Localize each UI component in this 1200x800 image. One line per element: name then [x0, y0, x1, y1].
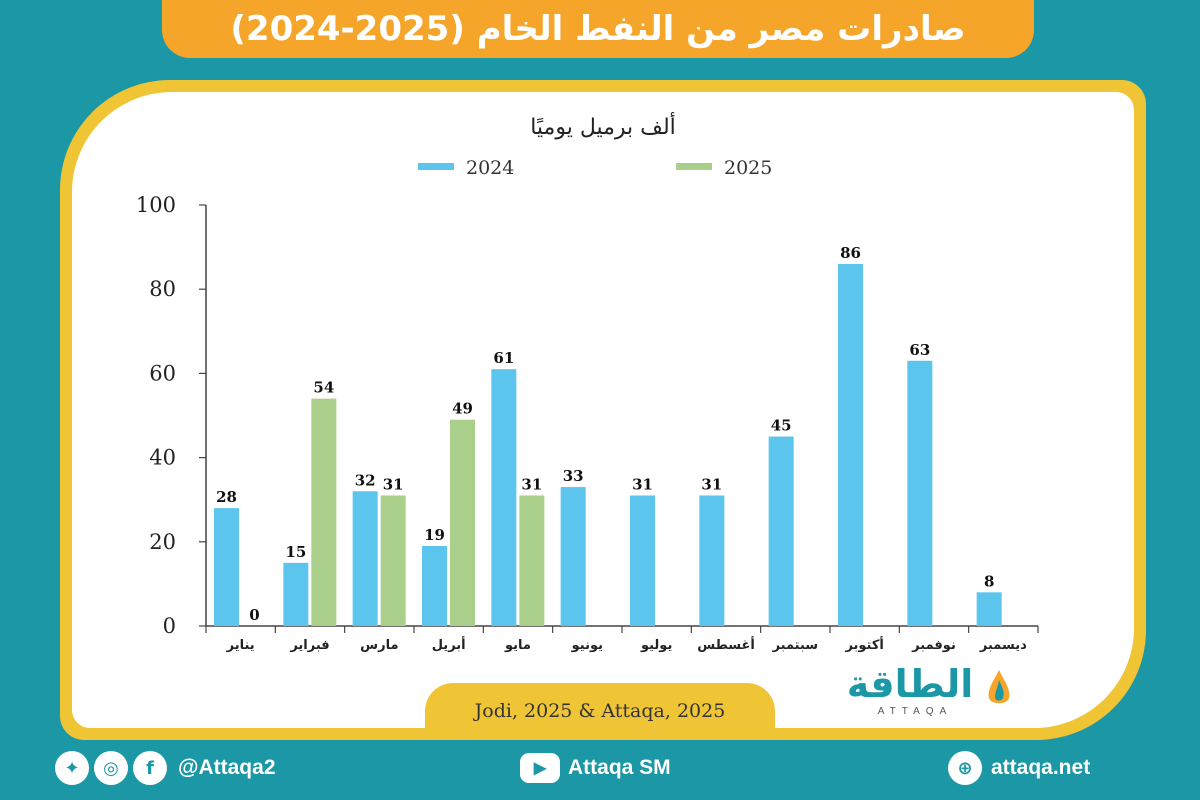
- data-label-2024: 45: [771, 417, 792, 435]
- bar-2024: [283, 562, 309, 626]
- x-tick-label: يناير: [226, 638, 255, 653]
- bar-2025: [450, 419, 475, 626]
- drop-icon: [988, 670, 1010, 704]
- data-label-2024: 86: [840, 244, 861, 262]
- data-label-2024: 28: [216, 488, 237, 506]
- bar-2024: [422, 546, 447, 626]
- data-label-2024: 31: [701, 475, 722, 493]
- legend-label-2025: 2025: [724, 157, 772, 179]
- y-tick-label: 100: [136, 193, 176, 217]
- x-tick-label: أكتوبر: [844, 636, 883, 653]
- data-label-2024: 19: [424, 526, 445, 544]
- social-handle[interactable]: @Attaqa2: [178, 756, 276, 779]
- data-label-2024: 61: [493, 349, 514, 367]
- data-label-2025: 0: [249, 606, 259, 624]
- chart-card: ألف برميل يوميًا 2024 2025 0 20 40 60 80 100 28 0 ي…: [72, 92, 1134, 728]
- source-text: Jodi, 2025 & Attaqa, 2025: [474, 700, 726, 722]
- title-banner: صادرات مصر من النفط الخام (2025-2024): [162, 0, 1034, 58]
- bar-2024: [352, 491, 378, 626]
- legend-swatch-2025: [676, 163, 712, 170]
- youtube-handle[interactable]: Attaqa SM: [568, 756, 671, 779]
- social-links[interactable]: ✦ ◎ f @Attaqa2: [55, 746, 276, 790]
- bar-2024: [560, 487, 586, 626]
- x-tick-label: مايو: [504, 638, 531, 653]
- data-label-2024: 31: [632, 475, 653, 493]
- legend-label-2024: 2024: [466, 157, 514, 179]
- x-tick-label: أبريل: [432, 636, 466, 653]
- y-tick-label: 60: [149, 361, 176, 385]
- x-tick-label: يونيو: [571, 638, 603, 653]
- chart-title: ألف برميل يوميًا: [530, 112, 676, 140]
- website-link[interactable]: ⊕ attaqa.net: [948, 746, 1090, 790]
- footer: ✦ ◎ f @Attaqa2 ▶ Attaqa SM ⊕ attaqa.net: [0, 740, 1200, 800]
- youtube-icon[interactable]: ▶: [520, 753, 560, 783]
- x-tick-label: أغسطس: [697, 636, 755, 653]
- bar-2025: [380, 495, 406, 626]
- globe-icon[interactable]: ⊕: [948, 751, 982, 785]
- y-tick-label: 20: [149, 530, 176, 554]
- logo-arabic: الطاقة: [846, 662, 974, 706]
- y-tick-label: 40: [149, 446, 176, 470]
- y-tick-label: 0: [163, 614, 176, 638]
- bar-2024: [699, 495, 725, 626]
- x-tick-label: نوفمبر: [911, 638, 956, 653]
- instagram-icon[interactable]: ◎: [94, 751, 128, 785]
- bar-2025: [519, 495, 545, 626]
- facebook-icon[interactable]: f: [133, 751, 167, 785]
- website-url[interactable]: attaqa.net: [991, 756, 1091, 779]
- bar-2024: [768, 436, 794, 626]
- bar-2024: [630, 495, 655, 626]
- logo-english: ATTAQA: [877, 706, 953, 717]
- bar-chart: ألف برميل يوميًا 2024 2025 0 20 40 60 80 100 28 0 ي…: [136, 112, 1039, 653]
- bar-2024: [214, 508, 239, 626]
- attaqa-logo: الطاقة ATTAQA: [835, 662, 1015, 724]
- x-tick-label: فبراير: [289, 638, 329, 653]
- data-label-2025: 31: [521, 475, 542, 493]
- legend-swatch-2024: [418, 163, 454, 170]
- bar-2024: [976, 592, 1002, 626]
- twitter-icon[interactable]: ✦: [55, 751, 89, 785]
- bar-2025: [311, 398, 337, 626]
- data-label-2024: 32: [355, 471, 376, 489]
- bar-2024: [491, 369, 517, 626]
- youtube-link[interactable]: ▶ Attaqa SM: [520, 746, 671, 790]
- data-label-2025: 54: [313, 379, 334, 397]
- data-label-2025: 49: [452, 400, 473, 418]
- page-title: صادرات مصر من النفط الخام (2025-2024): [230, 9, 966, 49]
- bar-2024: [907, 360, 933, 626]
- y-tick-label: 80: [149, 277, 176, 301]
- data-label-2024: 63: [909, 341, 930, 359]
- x-tick-label: مارس: [360, 638, 398, 653]
- source-box: Jodi, 2025 & Attaqa, 2025: [425, 683, 775, 739]
- data-label-2025: 31: [383, 475, 404, 493]
- data-label-2024: 33: [563, 467, 584, 485]
- bar-2024: [838, 263, 863, 626]
- x-tick-label: سبتمبر: [772, 638, 819, 653]
- data-label-2024: 15: [285, 543, 306, 561]
- data-label-2024: 8: [984, 572, 994, 590]
- x-tick-label: ديسمبر: [979, 638, 1027, 653]
- x-tick-label: يوليو: [640, 638, 672, 653]
